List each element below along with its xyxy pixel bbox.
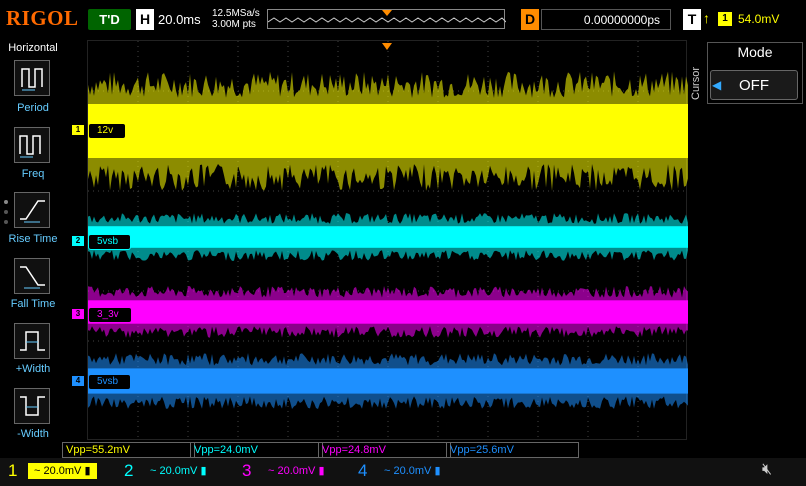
horizontal-label: H xyxy=(136,9,154,30)
channel-1-vpp: Vpp=55.2mV xyxy=(62,442,195,458)
channel-2-scale-value: 20.0mV xyxy=(159,465,198,477)
rise-time-button[interactable] xyxy=(14,192,50,228)
memory-depth: 3.00M pts xyxy=(212,19,256,30)
horizontal-delay-value[interactable]: 0.00000000ps xyxy=(541,9,671,30)
rise-time-icon xyxy=(20,200,45,223)
channel-3-waveform xyxy=(88,286,688,338)
timebase-value[interactable]: 20.0ms xyxy=(158,12,201,27)
trigger-source-badge: 1 xyxy=(718,12,732,26)
channel-1-scale[interactable]: ~ 20.0mV ▮ xyxy=(28,463,97,479)
channel-4-waveform xyxy=(88,353,688,409)
channel-4-scale[interactable]: ~ 20.0mV ▮ xyxy=(384,465,441,477)
fall-time-button[interactable] xyxy=(14,258,50,294)
channel-2-scale[interactable]: ~ 20.0mV ▮ xyxy=(150,465,207,477)
memory-waveform-icon xyxy=(267,10,507,23)
sample-rate: 12.5MSa/s xyxy=(212,8,260,19)
channel-3-scale-value: 20.0mV xyxy=(277,465,316,477)
trigger-label: T xyxy=(683,9,701,30)
frequency-icon xyxy=(19,135,41,158)
channel-2-vpp: Vpp=24.0mV xyxy=(190,442,323,458)
channel-1-scale-value: 20.0mV xyxy=(43,465,82,477)
period-label: Period xyxy=(17,102,49,114)
fall-time-label: Fall Time xyxy=(10,298,56,310)
memory-position-bar[interactable] xyxy=(267,9,507,29)
rising-edge-icon: ↑ xyxy=(703,10,710,26)
waveform-traces xyxy=(88,43,688,409)
delay-label: D xyxy=(521,9,539,30)
channel-3-number[interactable]: 3 xyxy=(242,461,252,480)
channel-status-bar xyxy=(0,458,806,486)
horizontal-measure-menu xyxy=(0,40,64,440)
channel-3-vpp: Vpp=24.8mV xyxy=(318,442,451,458)
channel-4-label[interactable]: 5vsb xyxy=(88,374,132,390)
menu-title: Horizontal xyxy=(8,42,58,54)
period-button[interactable] xyxy=(14,60,50,96)
page-dot xyxy=(4,200,8,204)
negative-width-icon xyxy=(20,396,45,416)
trigger-status-badge[interactable]: T'D xyxy=(88,9,131,30)
fall-time-icon xyxy=(20,266,45,289)
brand-logo: RIGOL xyxy=(6,6,79,30)
channel-2-offset-marker[interactable]: 2 xyxy=(72,236,84,246)
negative-width-button[interactable] xyxy=(14,388,50,424)
cursor-mode-panel xyxy=(707,42,803,104)
positive-width-label: +Width xyxy=(15,363,51,375)
top-status-bar xyxy=(0,0,806,38)
channel-4-scale-value: 20.0mV xyxy=(393,465,432,477)
channel-1-offset-marker[interactable]: 1 xyxy=(72,125,84,135)
mode-title: Mode xyxy=(737,44,773,60)
channel-1-number[interactable]: 1 xyxy=(8,461,18,480)
channel-4-offset-marker[interactable]: 4 xyxy=(72,376,84,386)
cursor-mode-button[interactable]: OFF xyxy=(710,70,798,100)
speaker-muted-icon[interactable]: 🔇︎ xyxy=(762,461,773,478)
cursor-side-label: Cursor xyxy=(690,66,702,100)
frequency-label: Freq xyxy=(21,168,45,180)
channel-3-scale[interactable]: ~ 20.0mV ▮ xyxy=(268,465,325,477)
page-dot xyxy=(4,220,8,224)
channel-2-waveform xyxy=(88,213,688,261)
channel-4-number[interactable]: 4 xyxy=(358,461,368,480)
trigger-position-marker xyxy=(382,43,392,50)
negative-width-label: -Width xyxy=(17,428,49,440)
positive-width-button[interactable] xyxy=(14,323,50,359)
trigger-level-value[interactable]: 54.0mV xyxy=(738,12,780,26)
channel-1-label[interactable]: 12v xyxy=(88,123,127,139)
waveform-display[interactable] xyxy=(87,40,688,441)
channel-4-vpp: Vpp=25.6mV xyxy=(446,442,579,458)
left-arrow-icon: ◀ xyxy=(712,78,722,92)
rise-time-label: Rise Time xyxy=(8,233,58,245)
positive-width-icon xyxy=(20,331,45,351)
period-icon xyxy=(21,68,43,91)
frequency-button[interactable] xyxy=(14,127,50,163)
channel-3-offset-marker[interactable]: 3 xyxy=(72,309,84,319)
page-dot xyxy=(4,210,8,214)
channel-3-label[interactable]: 3_3v xyxy=(88,307,132,323)
channel-1-waveform xyxy=(88,71,688,191)
channel-2-number[interactable]: 2 xyxy=(124,461,134,480)
channel-2-label[interactable]: 5vsb xyxy=(88,234,132,250)
